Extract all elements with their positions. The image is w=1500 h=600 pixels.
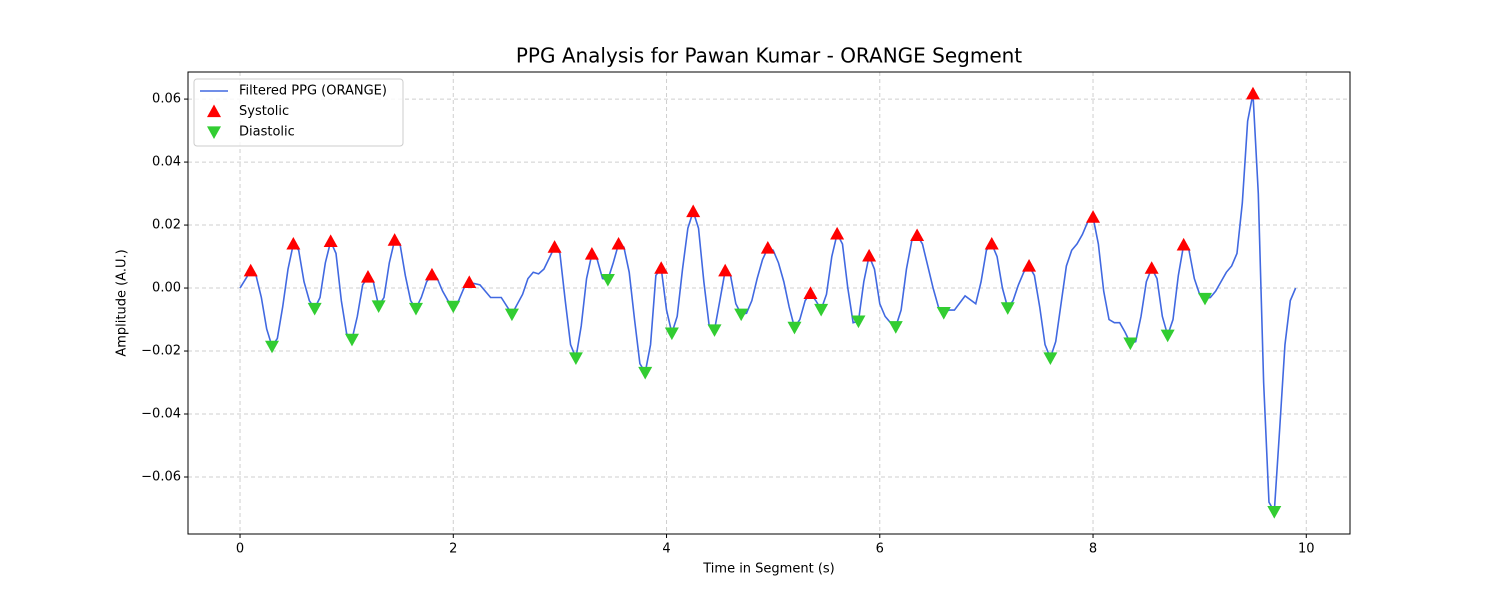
chart-title: PPG Analysis for Pawan Kumar - ORANGE Se… <box>516 44 1022 68</box>
y-tick-label: 0.04 <box>152 155 181 170</box>
marker <box>600 273 615 287</box>
legend-label: Diastolic <box>239 125 295 140</box>
marker <box>1245 86 1260 100</box>
marker <box>910 228 925 242</box>
y-axis-label: Amplitude (A.U.) <box>115 249 130 356</box>
marker <box>387 233 402 246</box>
marker <box>1176 237 1191 251</box>
legend-swatch <box>207 104 221 118</box>
marker <box>654 261 669 274</box>
marker <box>1086 210 1101 223</box>
x-tick-label: 0 <box>236 542 244 557</box>
y-tick-label: −0.02 <box>141 344 181 359</box>
marker <box>707 324 722 337</box>
marker <box>547 240 562 253</box>
marker <box>1043 352 1058 365</box>
legend-box <box>193 78 404 147</box>
x-tick-label: 8 <box>1089 542 1097 557</box>
marker <box>611 236 626 250</box>
marker <box>584 247 599 260</box>
marker <box>371 300 386 313</box>
marker <box>1123 337 1138 351</box>
x-tick-label: 2 <box>449 542 457 557</box>
marker <box>734 308 749 322</box>
y-tick-label: 0.06 <box>152 92 181 107</box>
marker <box>1000 302 1015 315</box>
legend-label: Filtered PPG (ORANGE) <box>239 84 387 99</box>
marker <box>686 204 701 218</box>
marker <box>1160 329 1175 343</box>
x-tick-label: 6 <box>876 542 884 557</box>
marker <box>504 308 519 322</box>
marker <box>344 333 359 347</box>
marker <box>888 321 903 334</box>
legend-swatch <box>207 126 221 139</box>
marker <box>830 226 845 240</box>
marker <box>862 248 877 262</box>
marker <box>984 236 999 250</box>
marker <box>760 241 775 254</box>
legend: Filtered PPG (ORANGE) Systolic Diastolic <box>193 78 404 147</box>
marker <box>408 302 423 316</box>
y-tick-label: 0.02 <box>152 218 181 233</box>
x-tick-label: 10 <box>1298 542 1315 557</box>
marker <box>638 366 653 380</box>
marker <box>462 275 477 288</box>
x-axis-label: Time in Segment (s) <box>702 562 834 577</box>
y-tick-label: 0.00 <box>152 281 181 296</box>
marker <box>803 286 818 299</box>
marker <box>286 236 301 250</box>
y-tick-label: −0.06 <box>141 469 181 484</box>
marker <box>814 303 829 317</box>
x-tick-label: 4 <box>662 542 670 557</box>
marker <box>718 263 733 277</box>
marker <box>1197 292 1212 306</box>
marker <box>664 327 679 341</box>
marker <box>360 270 375 283</box>
marker <box>568 352 583 365</box>
marker <box>265 340 280 354</box>
marker <box>936 307 951 320</box>
plot-frame <box>187 71 1351 535</box>
legend-label: Systolic <box>239 104 289 119</box>
marker <box>851 315 866 329</box>
marker <box>307 302 322 316</box>
marker <box>787 321 802 335</box>
marker <box>323 234 338 248</box>
marker <box>1267 506 1282 519</box>
marker <box>446 300 461 314</box>
marker <box>1022 258 1037 272</box>
marker <box>1144 261 1159 274</box>
y-tick-label: −0.04 <box>141 407 181 422</box>
marker <box>424 267 439 281</box>
marker <box>243 263 258 277</box>
series-line <box>239 93 1297 515</box>
